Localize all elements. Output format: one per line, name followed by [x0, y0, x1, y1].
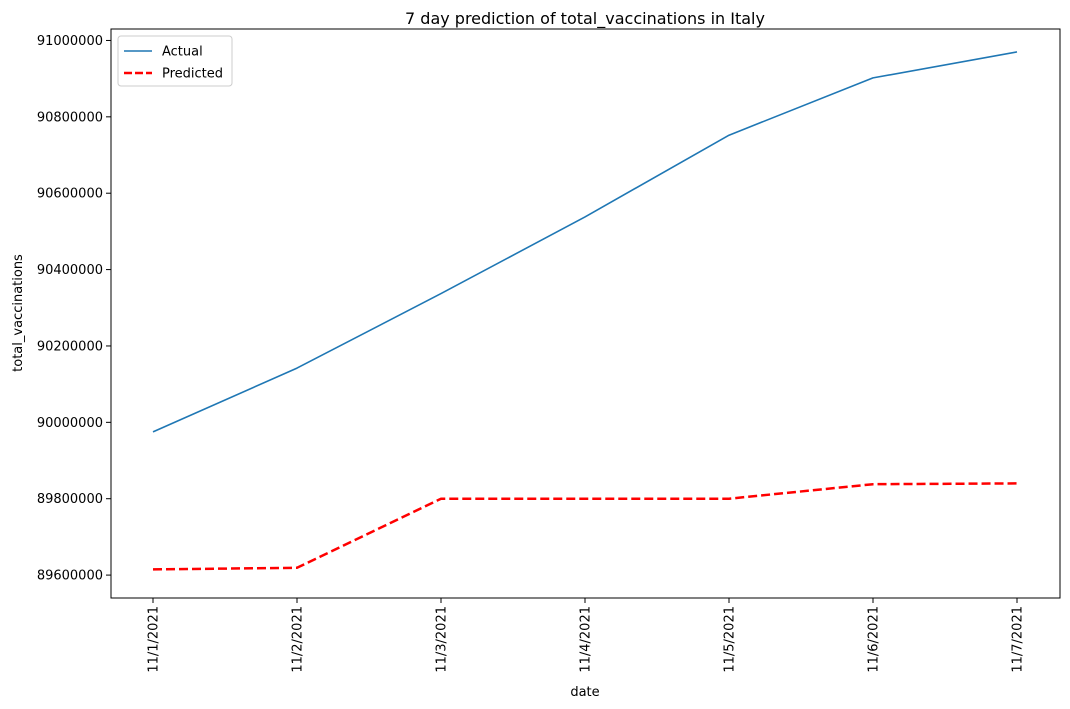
x-axis: 11/1/2021 11/2/2021 11/3/2021 11/4/2021 11/5…: [147, 598, 1026, 673]
legend: Actual Predicted: [117, 35, 233, 87]
y-tick-label: 90400000: [37, 263, 103, 278]
x-tick-label: 11/1/2021: [147, 606, 162, 673]
y-tick-label: 91000000: [37, 34, 103, 49]
y-tick-label: 89600000: [37, 569, 103, 584]
plot-area-frame: [110, 28, 1061, 599]
x-tick-label: 11/6/2021: [867, 606, 882, 673]
x-axis-label: date: [570, 685, 599, 700]
y-axis-label: total_vaccinations: [11, 254, 26, 372]
legend-label-actual: Actual: [162, 45, 203, 60]
y-tick-label: 90200000: [37, 339, 103, 354]
chart-title: 7 day prediction of total_vaccinations i…: [405, 9, 765, 29]
y-tick-label: 90600000: [37, 187, 103, 202]
y-tick-label: 90000000: [37, 416, 103, 431]
x-tick-label: 11/7/2021: [1011, 606, 1026, 673]
y-tick-label: 90800000: [37, 110, 103, 125]
series-line-actual: [152, 51, 1018, 433]
x-tick-label: 11/5/2021: [723, 606, 738, 673]
x-tick-label: 11/3/2021: [435, 606, 450, 673]
x-tick-label: 11/4/2021: [579, 606, 594, 673]
series-line-predicted: [152, 482, 1018, 571]
series-lines: [152, 51, 1018, 571]
x-tick-label: 11/2/2021: [291, 606, 306, 673]
legend-label-predicted: Predicted: [162, 67, 223, 82]
y-tick-label: 89800000: [37, 492, 103, 507]
y-axis: 89600000 89800000 90000000 90200000 90400000…: [37, 34, 111, 584]
